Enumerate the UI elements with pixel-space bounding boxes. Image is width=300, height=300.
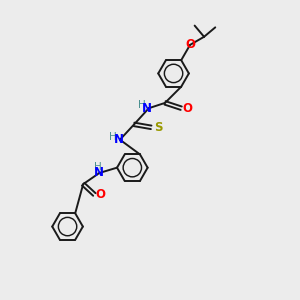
Text: N: N (113, 133, 124, 146)
Text: S: S (154, 121, 163, 134)
Text: H: H (109, 132, 116, 142)
Text: N: N (94, 167, 104, 179)
Text: H: H (138, 100, 145, 110)
Text: O: O (183, 102, 193, 115)
Text: N: N (142, 102, 152, 115)
Text: H: H (94, 162, 102, 172)
Text: O: O (185, 38, 195, 51)
Text: O: O (96, 188, 106, 201)
